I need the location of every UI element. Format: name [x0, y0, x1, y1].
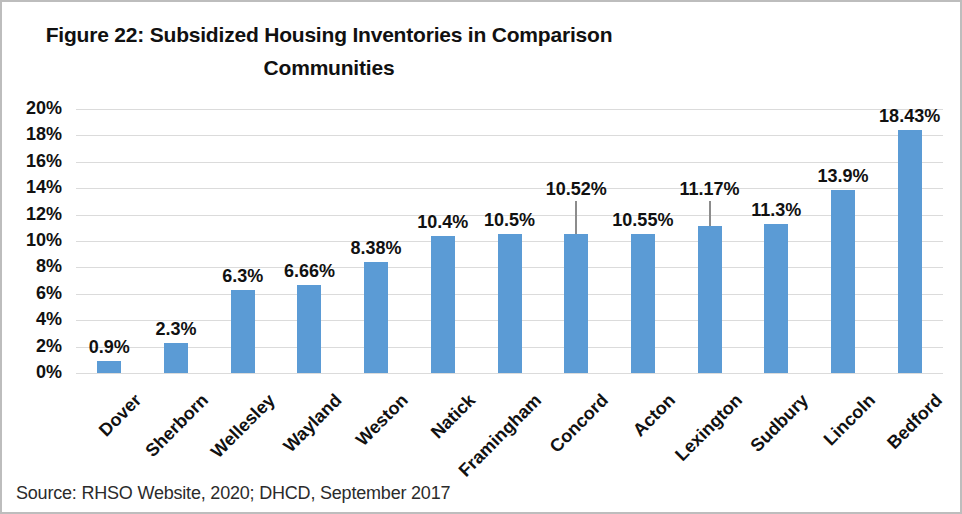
source-note: Source: RHSO Website, 2020; DHCD, Septem…	[16, 483, 450, 504]
leader-line-lexington	[709, 201, 711, 226]
category-label-lincoln: Lincoln	[820, 390, 880, 450]
bar-value-label-lincoln: 13.9%	[817, 166, 868, 187]
bar-weston	[364, 262, 388, 373]
gridline	[76, 373, 943, 374]
y-axis-tick-label: 0%	[2, 362, 62, 383]
leader-line-concord	[575, 201, 577, 234]
bar-wayland	[297, 285, 321, 373]
bar-lincoln	[831, 190, 855, 373]
y-axis-tick-label: 16%	[2, 151, 62, 172]
gridline	[76, 188, 943, 189]
bar-value-label-bedford: 18.43%	[879, 106, 940, 127]
bar-value-label-weston: 8.38%	[351, 238, 402, 259]
gridline	[76, 162, 943, 163]
category-label-weston: Weston	[352, 390, 413, 451]
bar-value-label-lexington: 11.17%	[680, 179, 740, 200]
bar-value-label-framingham: 10.5%	[484, 210, 535, 231]
category-label-dover: Dover	[95, 390, 146, 441]
bar-value-label-wellesley: 6.3%	[222, 266, 263, 287]
gridline	[76, 135, 943, 136]
bar-value-label-acton: 10.55%	[612, 210, 673, 231]
y-axis-tick-label: 18%	[2, 124, 62, 145]
bar-value-label-concord: 10.52%	[546, 179, 607, 200]
bar-lexington	[698, 226, 722, 373]
category-label-wayland: Wayland	[280, 390, 347, 457]
bar-framingham	[498, 234, 522, 373]
bar-value-label-wayland: 6.66%	[284, 261, 335, 282]
chart-figure: Figure 22: Subsidized Housing Inventorie…	[0, 0, 962, 514]
y-axis-tick-label: 8%	[2, 256, 62, 277]
bar-bedford	[898, 130, 922, 373]
bar-concord	[564, 234, 588, 373]
bar-value-label-dover: 0.9%	[89, 337, 130, 358]
category-label-sherborn: Sherborn	[141, 390, 212, 461]
category-label-acton: Acton	[629, 390, 680, 441]
y-axis-tick-label: 12%	[2, 204, 62, 225]
plot-area: 0% 2% 4% 6% 8% 10% 12% 14% 16% 18% 20% 0.9% Dover 2.3…	[2, 2, 960, 512]
bar-acton	[631, 234, 655, 373]
bar-wellesley	[231, 290, 255, 373]
y-axis-tick-label: 6%	[2, 283, 62, 304]
category-label-natick: Natick	[427, 390, 480, 443]
gridline	[76, 109, 943, 110]
category-label-lexington: Lexington	[671, 390, 747, 466]
y-axis-tick-label: 14%	[2, 177, 62, 198]
y-axis-tick-label: 10%	[2, 230, 62, 251]
category-label-wellesley: Wellesley	[207, 390, 280, 463]
bar-sudbury	[764, 224, 788, 373]
bar-natick	[431, 236, 455, 373]
category-label-bedford: Bedford	[883, 390, 947, 454]
bar-value-label-sherborn: 2.3%	[156, 319, 197, 340]
bar-sherborn	[164, 343, 188, 373]
category-label-concord: Concord	[546, 390, 613, 457]
category-label-sudbury: Sudbury	[747, 390, 813, 456]
y-axis-tick-label: 4%	[2, 309, 62, 330]
y-axis-tick-label: 20%	[2, 98, 62, 119]
bar-value-label-sudbury: 11.3%	[751, 200, 801, 221]
bar-value-label-natick: 10.4%	[417, 212, 468, 233]
y-axis-tick-label: 2%	[2, 336, 62, 357]
bar-dover	[97, 361, 121, 373]
